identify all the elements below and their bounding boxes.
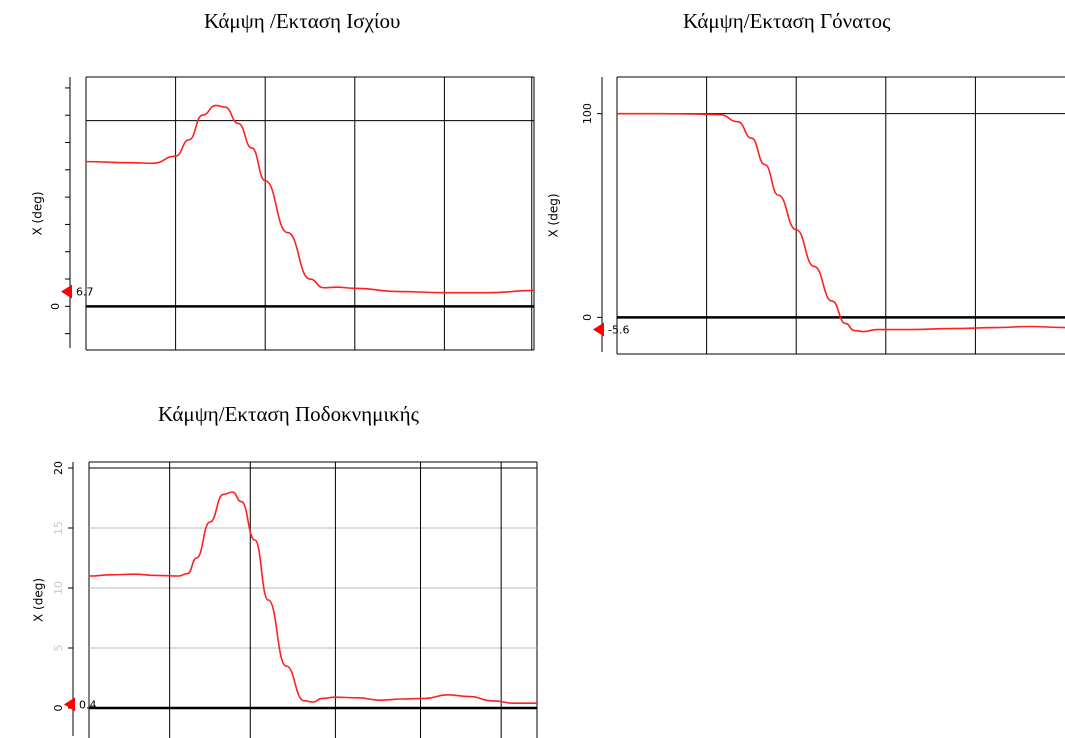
hip-y-axis-label: X (deg) (31, 191, 45, 235)
ankle-chart: 20 15 10 5 0 X (deg) 0.4 (32, 461, 538, 738)
ankle-curve (88, 491, 537, 705)
chart-title-ankle: Κάμψη/Εκταση Ποδοκνημικής (158, 402, 419, 426)
knee-marker-icon (593, 322, 604, 337)
ankle-ytick-label-4: 0 (52, 705, 65, 712)
ankle-marker-label: 0.4 (79, 698, 97, 711)
knee-curve (617, 112, 1065, 333)
ankle-ytick-label-0: 20 (52, 461, 65, 475)
knee-ytick-label-1: 0 (581, 314, 594, 321)
knee-ytick-label-0: 100 (581, 103, 594, 124)
hip-chart: 0 X (deg) 6.7 (31, 76, 535, 351)
hip-ytick-label-8: 0 (49, 303, 62, 310)
ankle-y-axis-label: X (deg) (32, 578, 46, 622)
chart-title-knee: Κάμψη/Εκταση Γόνατος (683, 9, 891, 33)
ankle-ytick-label-3: 5 (52, 645, 65, 652)
knee-marker-label: -5.6 (608, 324, 629, 337)
chart-title-hip: Κάμψη /Εκταση Ισχίου (204, 9, 401, 33)
knee-chart: 100 0 X (deg) -5.6 (547, 76, 1065, 355)
ankle-ytick-label-2: 10 (52, 581, 65, 595)
hip-marker-icon (61, 284, 72, 299)
ankle-ytick-label-1: 15 (52, 521, 65, 535)
hip-curve (85, 104, 535, 294)
ankle-marker-icon (64, 697, 75, 712)
knee-y-axis-label: X (deg) (547, 193, 561, 237)
hip-marker-label: 6.7 (76, 286, 94, 299)
